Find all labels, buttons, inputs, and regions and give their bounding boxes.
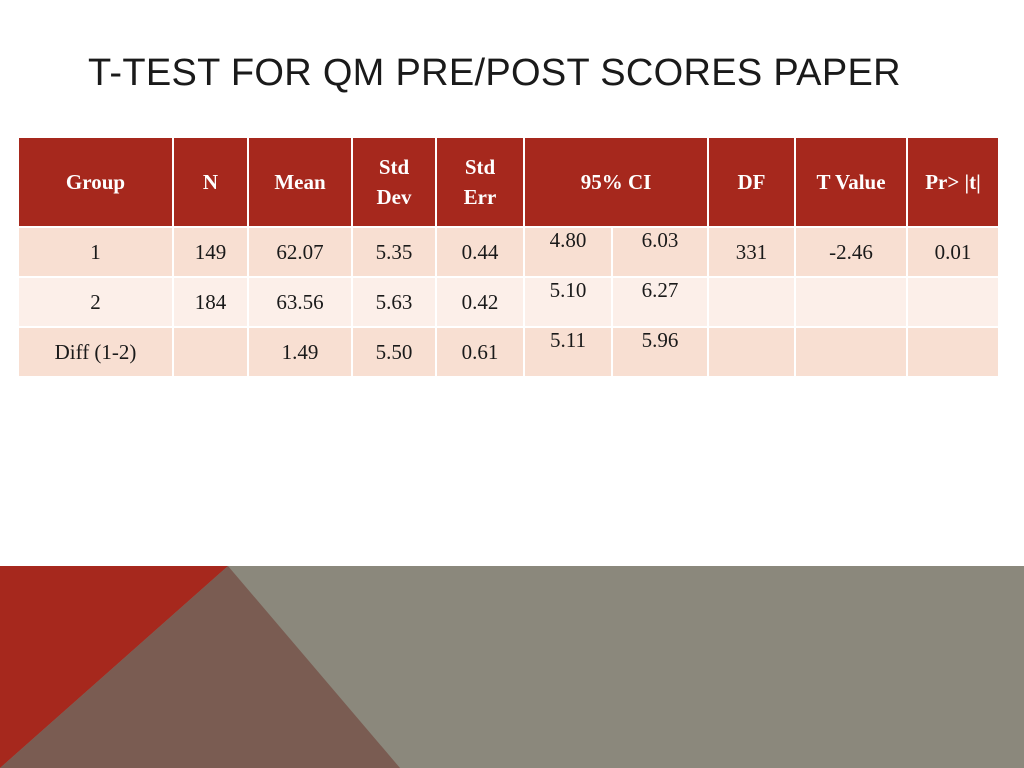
cell-pr: 0.01 <box>906 226 1000 278</box>
cell-group: 2 <box>17 276 174 328</box>
cell-std-err: 0.44 <box>435 226 525 278</box>
cell-t-value <box>794 276 908 328</box>
cell-group: Diff (1-2) <box>17 326 174 378</box>
slide-title: T-TEST FOR QM PRE/POST SCORES PAPER <box>88 52 901 94</box>
cell-n <box>172 326 249 378</box>
cell-ci-low: 5.11 <box>523 326 613 378</box>
cell-ci-high: 6.27 <box>611 276 709 328</box>
cell-std-dev: 5.35 <box>351 226 437 278</box>
cell-df <box>707 276 796 328</box>
header-group: Group <box>17 136 174 228</box>
header-ci: 95% CI <box>523 136 709 228</box>
footer-brown-wedge <box>0 566 400 768</box>
table-row: 2 184 63.56 5.63 0.42 5.10 6.27 <box>17 276 1000 328</box>
cell-n: 149 <box>172 226 249 278</box>
cell-pr <box>906 326 1000 378</box>
header-pr: Pr> |t| <box>906 136 1000 228</box>
cell-mean: 1.49 <box>247 326 353 378</box>
header-row: Group N Mean Std Dev Std Err 95% CI DF T V… <box>17 136 1000 228</box>
cell-group: 1 <box>17 226 174 278</box>
table-row: Diff (1-2) 1.49 5.50 0.61 5.11 5.96 <box>17 326 1000 378</box>
header-std-err-line2: Err <box>463 185 497 209</box>
cell-std-err: 0.42 <box>435 276 525 328</box>
cell-n: 184 <box>172 276 249 328</box>
cell-ci-low: 5.10 <box>523 276 613 328</box>
cell-t-value <box>794 326 908 378</box>
ttest-table: Group N Mean Std Dev Std Err 95% CI DF T V… <box>17 136 1000 378</box>
header-df: DF <box>707 136 796 228</box>
cell-std-dev: 5.63 <box>351 276 437 328</box>
header-std-err-line1: Std <box>464 155 496 179</box>
cell-mean: 63.56 <box>247 276 353 328</box>
header-std-dev-line2: Dev <box>376 185 412 209</box>
header-std-dev-line1: Std <box>378 155 410 179</box>
cell-pr <box>906 276 1000 328</box>
header-n: N <box>172 136 249 228</box>
cell-ci-low: 4.80 <box>523 226 613 278</box>
table-row: 1 149 62.07 5.35 0.44 4.80 6.03 331 -2.4… <box>17 226 1000 278</box>
header-std-dev: Std Dev <box>351 136 437 228</box>
cell-ci-high: 5.96 <box>611 326 709 378</box>
cell-std-dev: 5.50 <box>351 326 437 378</box>
cell-ci-high: 6.03 <box>611 226 709 278</box>
cell-std-err: 0.61 <box>435 326 525 378</box>
header-mean: Mean <box>247 136 353 228</box>
footer-decoration <box>0 566 1024 768</box>
cell-mean: 62.07 <box>247 226 353 278</box>
header-t-value: T Value <box>794 136 908 228</box>
cell-df <box>707 326 796 378</box>
cell-df: 331 <box>707 226 796 278</box>
header-std-err: Std Err <box>435 136 525 228</box>
cell-t-value: -2.46 <box>794 226 908 278</box>
